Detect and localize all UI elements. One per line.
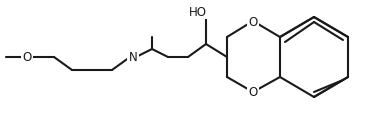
Text: O: O <box>248 86 258 99</box>
Text: O: O <box>248 15 258 28</box>
Text: O: O <box>22 51 32 64</box>
Text: N: N <box>128 51 137 64</box>
Text: HO: HO <box>189 5 207 18</box>
